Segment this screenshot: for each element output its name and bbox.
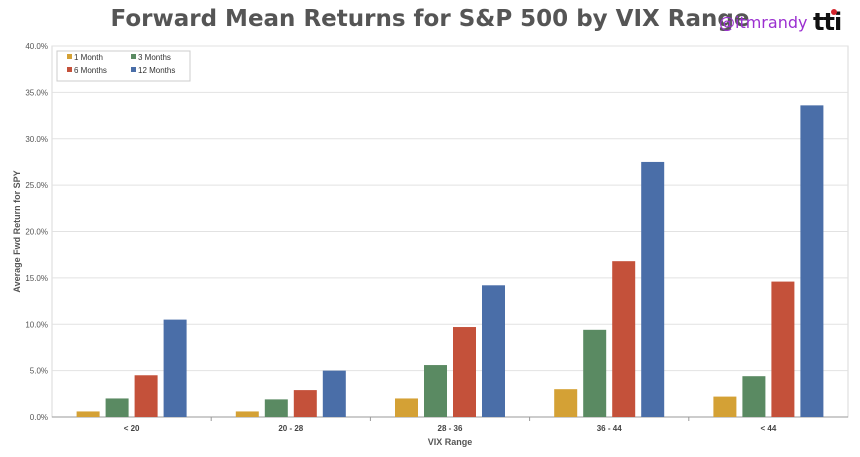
bar xyxy=(235,411,259,417)
bar xyxy=(453,327,476,417)
bar xyxy=(322,370,346,417)
logo-dot-icon xyxy=(831,9,837,15)
x-tick-label: < 44 xyxy=(761,424,777,433)
bar xyxy=(713,396,737,417)
legend-swatch xyxy=(131,54,136,59)
chart-title: Forward Mean Returns for S&P 500 by VIX … xyxy=(110,6,750,32)
legend-label: 6 Months xyxy=(74,66,107,75)
y-tick-label: 15.0% xyxy=(25,274,48,283)
x-axis-title: VIX Range xyxy=(428,437,473,447)
legend-label: 1 Month xyxy=(74,53,103,62)
y-tick-label: 25.0% xyxy=(25,181,48,190)
bar xyxy=(76,411,100,417)
bar xyxy=(482,285,505,417)
x-tick-label: 28 - 36 xyxy=(438,424,463,433)
bar xyxy=(771,281,795,417)
legend-box xyxy=(56,50,191,82)
legend-label: 3 Months xyxy=(138,53,171,62)
bar xyxy=(424,365,447,417)
y-tick-label: 20.0% xyxy=(25,228,48,237)
bar xyxy=(800,105,824,418)
bar xyxy=(293,390,317,417)
legend-swatch xyxy=(67,54,72,59)
bar xyxy=(134,375,158,417)
bar xyxy=(742,376,766,417)
bar xyxy=(583,329,607,417)
x-tick-label: < 20 xyxy=(124,424,140,433)
y-tick-label: 0.0% xyxy=(30,413,48,422)
bar xyxy=(612,261,636,417)
tti-logo: tti xyxy=(813,8,842,36)
bar xyxy=(641,161,665,417)
author-handle: @itmrandy xyxy=(719,13,808,32)
bar xyxy=(163,319,187,417)
bar xyxy=(554,389,578,417)
y-tick-label: 40.0% xyxy=(25,42,48,51)
y-tick-label: 30.0% xyxy=(25,135,48,144)
legend-swatch xyxy=(131,67,136,72)
x-tick-label: 20 - 28 xyxy=(278,424,303,433)
bar xyxy=(264,399,288,417)
bar xyxy=(395,398,418,417)
y-tick-label: 5.0% xyxy=(30,367,48,376)
bar xyxy=(105,398,129,417)
y-tick-label: 35.0% xyxy=(25,88,48,97)
legend-swatch xyxy=(67,67,72,72)
legend-label: 12 Months xyxy=(138,66,175,75)
x-tick-label: 36 - 44 xyxy=(597,424,622,433)
y-axis-title: Average Fwd Return for SPY xyxy=(12,170,22,292)
y-tick-label: 10.0% xyxy=(25,320,48,329)
